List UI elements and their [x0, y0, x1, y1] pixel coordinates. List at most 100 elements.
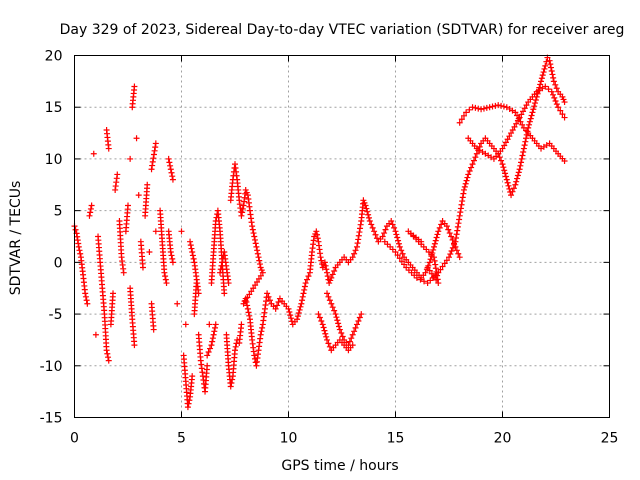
data-point: [168, 252, 175, 259]
data-point: [135, 192, 142, 199]
data-point: [545, 86, 552, 93]
data-point: [463, 109, 470, 116]
data-point: [353, 243, 360, 250]
data-point: [459, 194, 466, 201]
data-point: [255, 254, 262, 261]
data-point: [251, 352, 258, 359]
data-point: [352, 324, 359, 331]
data-point: [496, 154, 503, 161]
data-point: [185, 400, 192, 407]
data-point: [392, 228, 399, 235]
data-point: [486, 104, 493, 111]
data-point: [537, 81, 544, 88]
data-point: [355, 317, 362, 324]
data-point: [431, 240, 438, 247]
data-point: [294, 316, 301, 323]
data-point: [456, 216, 463, 223]
data-point: [398, 247, 405, 254]
data-point: [232, 347, 238, 354]
data-point: [353, 321, 360, 328]
data-point: [295, 310, 302, 317]
data-point: [167, 249, 174, 256]
data-point: [88, 202, 95, 209]
data-point: [149, 162, 156, 169]
data-point: [472, 104, 479, 111]
data-point: [257, 331, 264, 338]
data-point: [250, 285, 257, 292]
x-tick-label: 25: [601, 431, 619, 447]
data-point: [480, 105, 487, 112]
data-point: [355, 236, 362, 243]
data-point: [550, 91, 557, 98]
data-point: [301, 283, 308, 290]
data-point: [191, 259, 198, 266]
data-point: [365, 211, 372, 218]
data-point: [314, 235, 321, 242]
data-point: [334, 317, 341, 324]
data-point: [552, 98, 559, 105]
y-tick-label: -15: [40, 411, 63, 427]
data-point: [371, 228, 378, 235]
data-point: [512, 109, 519, 116]
data-point: [540, 69, 547, 76]
data-point: [246, 291, 253, 298]
data-point: [324, 290, 331, 297]
data-point: [456, 254, 463, 261]
data-point: [131, 83, 138, 90]
data-point: [329, 304, 336, 311]
data-point: [458, 201, 465, 208]
data-point: [72, 226, 79, 233]
data-point: [298, 300, 305, 307]
data-point: [452, 238, 459, 245]
data-point: [244, 302, 251, 309]
y-tick-label: 5: [54, 204, 63, 220]
data-point: [184, 404, 191, 411]
data-point: [520, 145, 527, 152]
data-point: [103, 347, 110, 354]
data-point: [209, 338, 216, 345]
data-point: [254, 250, 261, 257]
data-point: [454, 227, 461, 234]
data-point: [358, 311, 365, 318]
data-point: [508, 130, 515, 137]
data-point: [468, 164, 475, 171]
data-point: [413, 274, 420, 281]
data-point: [324, 336, 331, 343]
data-point: [460, 186, 467, 193]
data-point: [431, 273, 438, 280]
data-point: [257, 272, 264, 279]
data-point: [437, 266, 444, 273]
data-point: [529, 109, 536, 116]
data-point: [188, 245, 195, 252]
data-point: [503, 176, 510, 183]
data-point: [167, 162, 174, 169]
data-point: [473, 150, 480, 157]
data-point: [325, 340, 332, 347]
data-point: [431, 243, 438, 250]
data-point: [204, 362, 211, 369]
data-point: [221, 290, 228, 297]
y-tick-label: -10: [40, 359, 63, 375]
data-point: [460, 112, 467, 119]
data-point: [506, 133, 513, 140]
axis-ticks: 0 5 10 15 20 25 -15 -10 -5 0 5 10 15 20: [40, 49, 619, 447]
data-point: [538, 78, 545, 85]
data-point: [338, 330, 345, 337]
data-point: [152, 144, 159, 151]
data-point: [75, 243, 82, 250]
data-point: [421, 278, 428, 285]
data-point: [189, 252, 196, 259]
chart-title: Day 329 of 2023, Sidereal Day-to-day VTE…: [60, 22, 625, 38]
data-point: [466, 106, 473, 113]
data-point: [434, 231, 441, 238]
data-point: [250, 230, 257, 237]
data-point: [82, 293, 89, 300]
data-point: [348, 335, 355, 342]
data-point: [506, 185, 513, 192]
data-point: [553, 101, 560, 108]
data-point: [518, 155, 525, 162]
data-point: [174, 300, 181, 307]
data-point: [514, 172, 521, 179]
data-point: [258, 328, 265, 335]
data-point: [394, 234, 401, 241]
